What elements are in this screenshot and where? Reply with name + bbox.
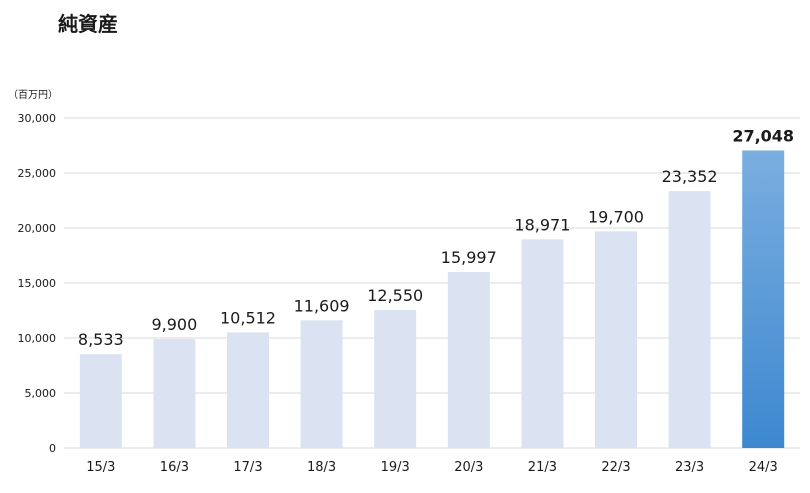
bar-19-3 — [374, 309, 417, 448]
y-tick-label: 30,000 — [18, 112, 57, 125]
y-tick-label: 5,000 — [25, 387, 57, 400]
x-tick-label: 20/3 — [454, 460, 483, 475]
bar-21-3 — [521, 239, 564, 448]
x-tick-label: 19/3 — [381, 460, 410, 475]
data-label: 23,352 — [662, 167, 718, 186]
x-tick-label: 17/3 — [233, 460, 262, 475]
y-tick-label: 15,000 — [18, 277, 57, 290]
bar-23-3 — [668, 191, 711, 449]
bar-24-3 — [742, 150, 785, 449]
bar-17-3 — [227, 332, 269, 448]
x-tick-label: 16/3 — [160, 460, 189, 475]
data-label: 9,900 — [151, 315, 197, 334]
y-tick-label: 0 — [49, 442, 56, 455]
data-label: 15,997 — [441, 248, 497, 267]
data-label: 11,609 — [294, 296, 350, 315]
bar-20-3 — [447, 272, 490, 448]
x-tick-label: 21/3 — [528, 460, 557, 475]
bar-22-3 — [595, 231, 637, 448]
bar-16-3 — [153, 339, 196, 448]
data-label: 12,550 — [367, 286, 423, 305]
data-label: 8,533 — [78, 330, 124, 349]
y-tick-label: 20,000 — [18, 222, 57, 235]
x-tick-label: 22/3 — [601, 460, 630, 475]
x-tick-label: 15/3 — [86, 460, 115, 475]
y-axis-unit-label: （百万円） — [8, 90, 58, 101]
x-tick-label: 23/3 — [675, 460, 704, 475]
bar-18-3 — [300, 320, 343, 448]
bar-15-3 — [79, 354, 122, 448]
y-tick-label: 25,000 — [18, 167, 57, 180]
data-label: 18,971 — [514, 215, 570, 234]
data-label: 10,512 — [220, 308, 276, 327]
data-label: 27,048 — [732, 126, 794, 145]
y-tick-label: 10,000 — [18, 332, 57, 345]
chart-title: 純資産 — [58, 12, 118, 36]
data-label: 19,700 — [588, 207, 644, 226]
x-tick-label: 18/3 — [307, 460, 336, 475]
x-tick-label: 24/3 — [749, 460, 778, 475]
